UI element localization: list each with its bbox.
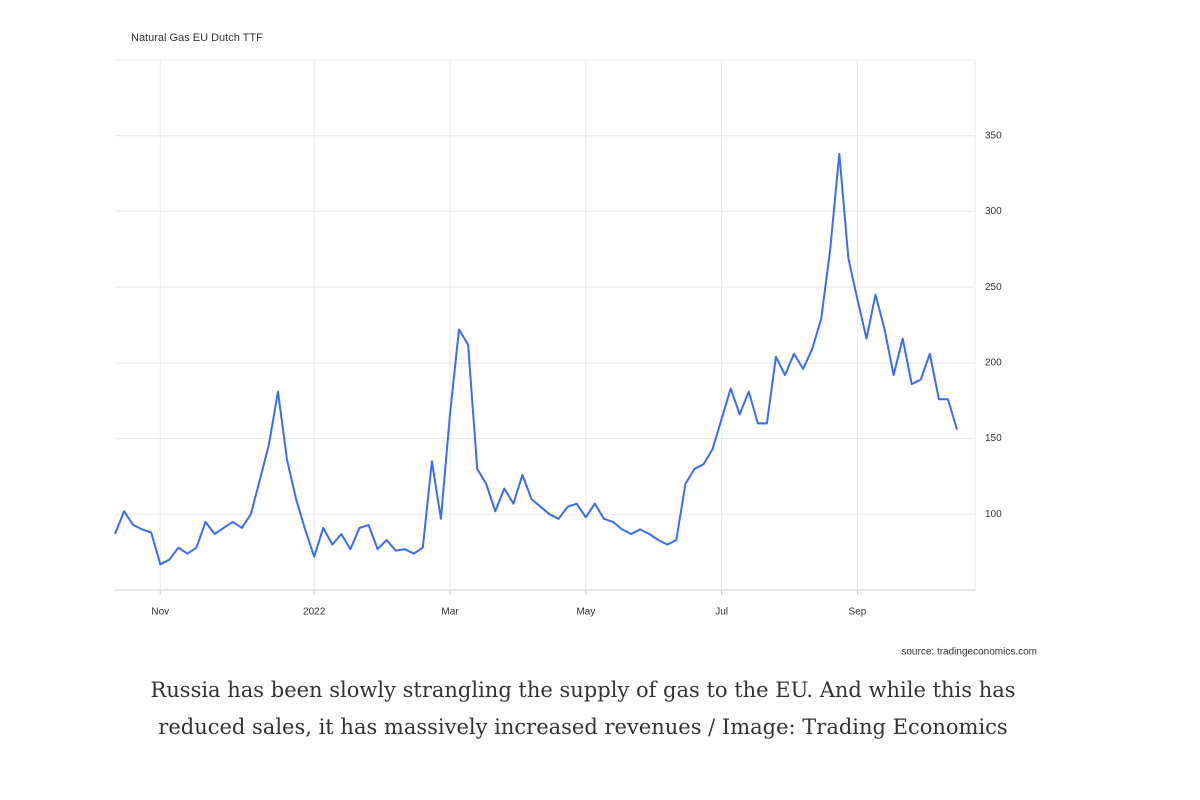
x-tick-label: Nov (151, 607, 169, 618)
x-tick-label: 2022 (303, 607, 326, 618)
y-tick-label: 250 (985, 282, 1002, 293)
caption: Russia has been slowly strangling the su… (150, 678, 1016, 739)
x-tick-label: Sep (849, 607, 867, 618)
x-tick-label: Mar (441, 607, 459, 618)
chart-title: Natural Gas EU Dutch TTF (131, 32, 263, 44)
y-tick-label: 350 (985, 130, 1002, 141)
price-line (114, 152, 958, 566)
chart: Natural Gas EU Dutch TTF source: trading… (114, 32, 1037, 658)
y-tick-label: 300 (985, 206, 1002, 217)
x-tick-label: Jul (715, 607, 728, 618)
y-tick-label: 100 (985, 509, 1002, 520)
y-tick-label: 150 (985, 433, 1002, 444)
x-tick-label: May (576, 607, 595, 618)
y-tick-label: 200 (985, 357, 1002, 368)
source: source: tradingeconomics.com (901, 647, 1037, 658)
